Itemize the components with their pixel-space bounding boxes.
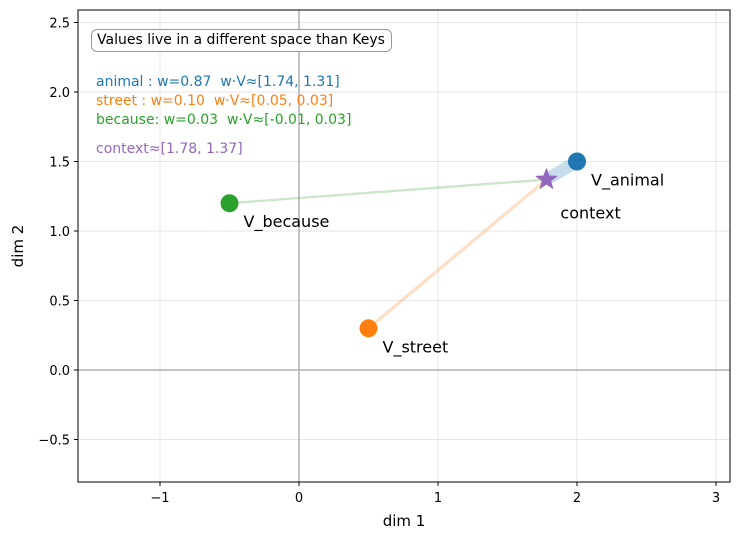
y-tick-label: 1.5 [49, 156, 70, 171]
y-tick-label: 0.5 [49, 295, 70, 310]
point-v-animal [568, 152, 586, 171]
annotation-because: because: w=0.03 w·V≈[-0.01, 0.03] [96, 112, 352, 128]
label-v-because: V_because [244, 212, 330, 232]
line-v-street [367, 178, 548, 330]
annotation-context: context≈[1.78, 1.37] [96, 141, 243, 157]
label-v-street: V_street [383, 337, 449, 357]
y-tick-label: 2.5 [49, 17, 70, 32]
chart-title: Values live in a different space than Ke… [91, 29, 392, 52]
annotation-animal: animal : w=0.87 w·V≈[1.74, 1.31] [96, 74, 340, 90]
point-v-because [220, 194, 239, 213]
line-v-because [229, 178, 547, 205]
label-context: context [560, 204, 620, 223]
annotation-street: street : w=0.10 w·V≈[0.05, 0.03] [96, 93, 334, 109]
y-axis-label: dim 2 [9, 225, 27, 268]
data-points: V_animal V_street V_because context [220, 152, 664, 357]
x-tick-label: 0 [295, 491, 303, 506]
plot-frame [77, 9, 731, 483]
y-axis-ticks: −0.5 0.0 0.5 1.0 1.5 2.0 2.5 [38, 17, 78, 449]
x-tick-label: −1 [150, 491, 169, 506]
label-v-animal: V_animal [591, 171, 664, 191]
y-tick-label: 0.0 [49, 364, 70, 379]
y-tick-label: −0.5 [38, 434, 70, 449]
y-tick-label: 1.0 [49, 225, 70, 240]
x-axis-label: dim 1 [383, 512, 426, 530]
x-tick-label: 1 [434, 491, 442, 506]
x-axis-ticks: −1 0 1 2 3 [150, 482, 720, 506]
x-tick-label: 2 [573, 491, 581, 506]
connection-lines [229, 156, 581, 330]
x-tick-label: 3 [712, 491, 720, 506]
reference-axes [78, 10, 730, 482]
context-star-icon [535, 167, 558, 190]
point-v-street [359, 319, 378, 338]
y-tick-label: 2.0 [49, 86, 70, 101]
